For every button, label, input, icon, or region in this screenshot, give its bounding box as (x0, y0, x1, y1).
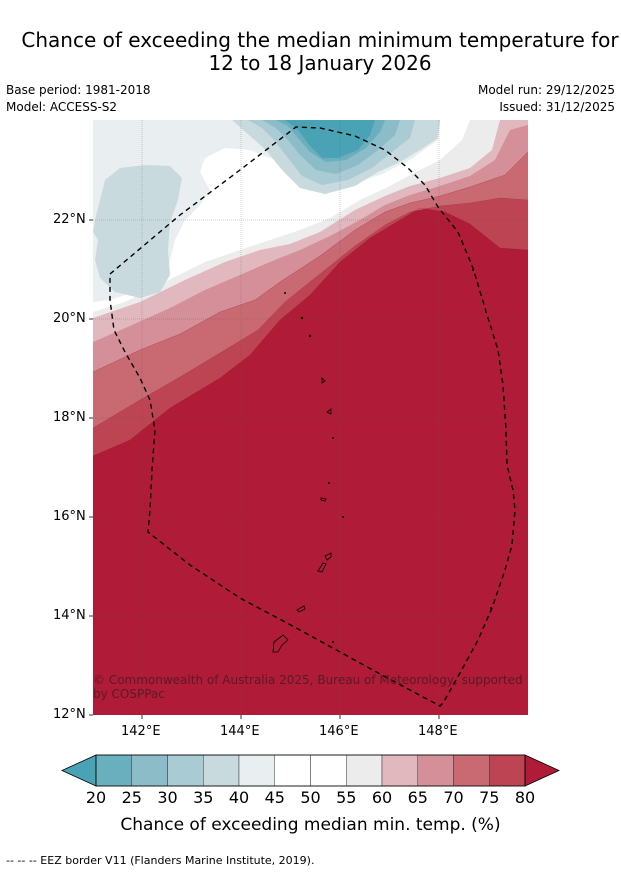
colorbar-extend-high (524, 754, 560, 787)
graticule (93, 120, 528, 715)
eez-border (109, 126, 516, 707)
lat-label-22: 22°N (53, 212, 86, 227)
issued-date: Issued: 31/12/2025 (499, 100, 615, 114)
axis-ticks (89, 219, 440, 719)
colorbar-tick-label: 55 (336, 788, 357, 807)
map-title-line2: 12 to 18 January 2026 (208, 51, 432, 75)
model-run: Model run: 29/12/2025 (477, 83, 615, 97)
colorbar-swatch (274, 754, 311, 787)
colorbar-swatch (95, 754, 132, 787)
colorbar-tick-label: 80 (514, 788, 536, 807)
lat-label-16: 16°N (53, 509, 86, 524)
lat-label-14: 14°N (53, 608, 86, 623)
colorbar-tick-label: 45 (264, 788, 285, 807)
colorbar-tick-label: 65 (407, 788, 428, 807)
colorbar-swatch (131, 754, 168, 787)
colorbar-swatch (381, 754, 418, 787)
colorbar-swatch (167, 754, 204, 787)
lon-label-144: 144°E (220, 724, 260, 739)
lon-label-142: 142°E (121, 724, 161, 739)
colorbar-tick-label: 35 (193, 788, 214, 807)
lat-label-20: 20°N (53, 311, 86, 326)
base-period: Base period: 1981-2018 (6, 83, 151, 97)
colorbar-tick-label: 40 (228, 788, 250, 807)
colorbar-swatch (238, 754, 275, 787)
colorbar-tick-label: 70 (443, 788, 464, 807)
colorbar-tick-label: 20 (85, 788, 107, 807)
colorbar-swatch (489, 754, 526, 787)
lat-label-18: 18°N (53, 410, 86, 425)
colorbar-swatch (453, 754, 490, 787)
lon-label-146: 146°E (319, 724, 359, 739)
colorbar-swatch (346, 754, 383, 787)
copyright-notice: © Commonwealth of Australia 2025, Bureau… (93, 673, 523, 701)
colorbar-swatch (203, 754, 240, 787)
colorbar-tick-label: 25 (121, 788, 142, 807)
map-title-line1: Chance of exceeding the median minimum t… (21, 28, 619, 52)
lon-label-148: 148°E (418, 724, 458, 739)
colorbar-swatch (417, 754, 454, 787)
colorbar-title: Chance of exceeding median min. temp. (%… (120, 815, 501, 835)
colorbar-tick-label: 60 (371, 788, 393, 807)
colorbar (61, 754, 560, 787)
colorbar-frame (95, 754, 526, 787)
colorbar-tick-label: 50 (300, 788, 321, 807)
islands (272, 268, 492, 653)
probability-contours (93, 120, 528, 715)
colorbar-swatch (310, 754, 347, 787)
colorbar-tick-label: 75 (479, 788, 500, 807)
colorbar-tick-label: 30 (157, 788, 178, 807)
lat-label-12: 12°N (53, 707, 86, 722)
colorbar-extend-low (61, 754, 97, 787)
model-name: Model: ACCESS-S2 (6, 100, 118, 114)
eez-legend-note: -- -- -- EEZ border V11 (Flanders Marine… (6, 854, 315, 867)
